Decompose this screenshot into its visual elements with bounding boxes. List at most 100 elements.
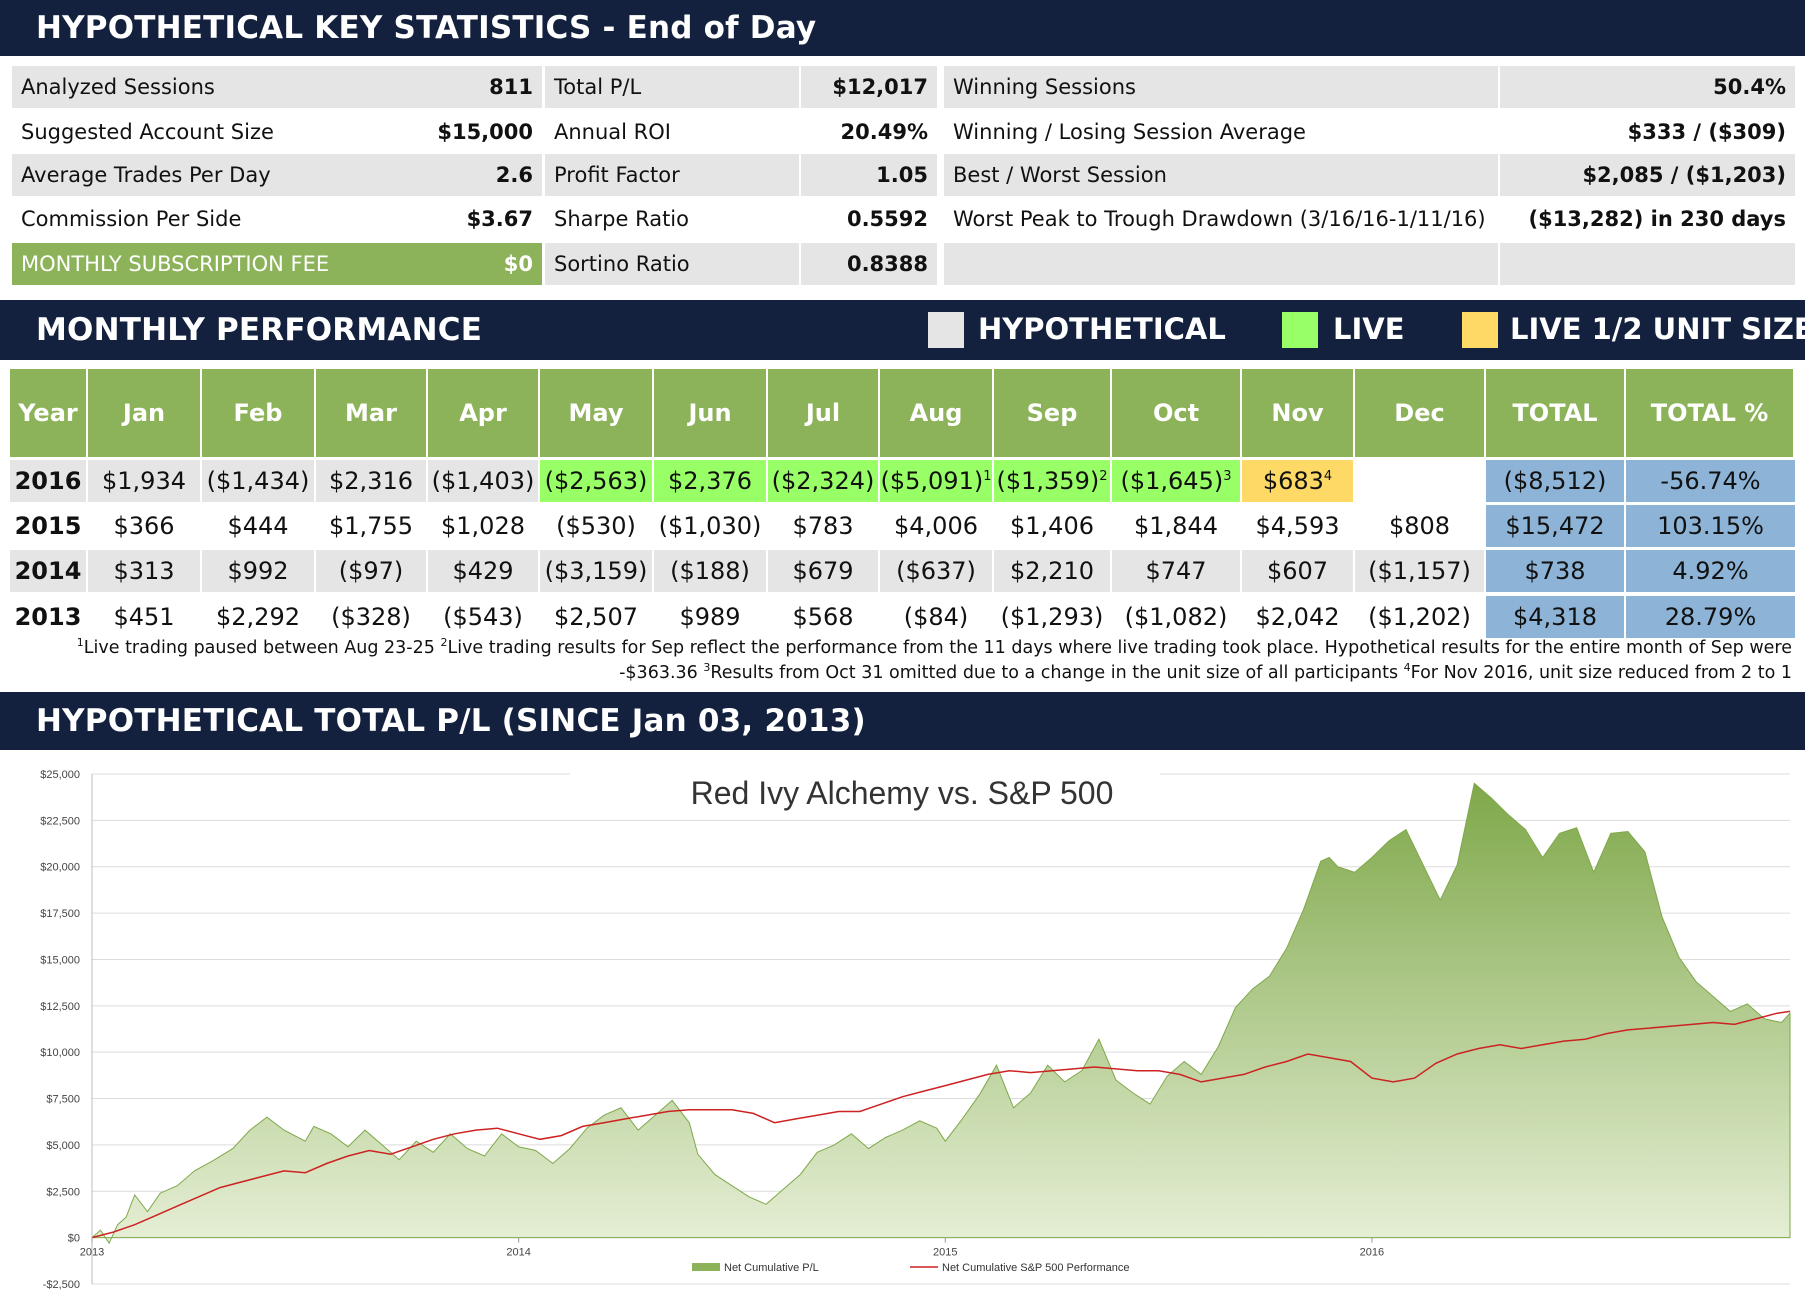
month-cell: $989 — [654, 596, 766, 638]
monthly-footnotes: 1Live trading paused between Aug 23-25 2… — [20, 636, 1792, 686]
month-cell: ($2,563) — [540, 460, 652, 502]
total-pl-chart: -$2,500 $0 $2,500 $5,000 $7,500 $10,000 $12,50… — [40, 766, 1791, 1291]
month-cell: ($1,202) — [1355, 596, 1484, 638]
footnote-marker: 3 — [1223, 469, 1232, 484]
year-total-pct: 103.15% — [1626, 505, 1795, 547]
month-cell: $2,042 — [1242, 596, 1353, 638]
y-tick-label: $20,000 — [40, 862, 80, 874]
legend-swatch-live — [1282, 312, 1318, 348]
stat-value: 2.6 — [406, 154, 542, 196]
col-header: Oct — [1112, 369, 1240, 457]
month-value: $2,376 — [668, 467, 752, 495]
footnote-marker: 2 — [1099, 469, 1108, 484]
month-value: ($530) — [556, 512, 636, 540]
series-area-net-cumulative-pl — [91, 782, 1791, 1245]
y-tick-label: $10,000 — [40, 1047, 80, 1059]
stat-value: 0.5592 — [801, 198, 937, 240]
month-value: ($328) — [331, 603, 411, 631]
footnote-text: Live trading results for Sep reflect the… — [447, 638, 1792, 683]
month-cell: $2,292 — [202, 596, 314, 638]
month-cell: ($1,403) — [428, 460, 538, 502]
month-cell: ($84) — [880, 596, 992, 638]
x-tick-label: 2013 — [80, 1247, 104, 1259]
month-cell: ($1,293) — [994, 596, 1110, 638]
stat-value: 0.8388 — [801, 243, 937, 285]
month-value: ($637) — [896, 557, 976, 585]
month-cell: $607 — [1242, 550, 1353, 592]
year-cell: 2016 — [10, 460, 86, 502]
year-total: ($8,512) — [1486, 460, 1624, 502]
month-value: $1,844 — [1134, 512, 1218, 540]
stat-value: ($13,282) in 230 days — [1500, 198, 1795, 240]
year-cell: 2015 — [10, 505, 86, 547]
month-cell: $4,593 — [1242, 505, 1353, 547]
stat-label: Sharpe Ratio — [545, 198, 799, 240]
stat-value — [1500, 243, 1795, 285]
month-value: $607 — [1266, 557, 1329, 585]
col-header: Jul — [768, 369, 878, 457]
month-value: ($1,403) — [431, 467, 535, 495]
month-value: ($1,645) — [1120, 467, 1224, 495]
footnote-text: Live trading paused between Aug 23-25 — [83, 638, 441, 658]
monthly-performance-title: MONTHLY PERFORMANCE — [36, 312, 483, 348]
year-cell: 2013 — [10, 596, 86, 638]
month-cell: ($1,157) — [1355, 550, 1484, 592]
legend-swatch-net-pl — [692, 1263, 720, 1271]
stat-value: $12,017 — [801, 66, 937, 108]
y-tick-label: $7,500 — [46, 1094, 80, 1106]
col-header: Feb — [202, 369, 314, 457]
y-tick-label: $2,500 — [46, 1186, 80, 1198]
stat-label: MONTHLY SUBSCRIPTION FEE — [12, 243, 406, 285]
month-value: $683 — [1262, 467, 1324, 495]
month-cell: $2,210 — [994, 550, 1110, 592]
total-pl-header: HYPOTHETICAL TOTAL P/L (SINCE Jan 03, 20… — [0, 692, 1805, 750]
month-cell: $568 — [768, 596, 878, 638]
month-cell: $783 — [768, 505, 878, 547]
month-cell: $2,376 — [654, 460, 766, 502]
month-cell: $2,316 — [316, 460, 426, 502]
month-value: ($1,293) — [1000, 603, 1104, 631]
col-header: TOTAL — [1486, 369, 1624, 457]
col-header: Nov — [1242, 369, 1353, 457]
month-cell: $366 — [88, 505, 200, 547]
month-value: ($543) — [443, 603, 523, 631]
footnote-marker: 4 — [1323, 469, 1333, 484]
month-value: $2,507 — [554, 603, 638, 631]
month-cell: ($1,082) — [1112, 596, 1240, 638]
month-cell: ($2,324) — [768, 460, 878, 502]
col-header: Sep — [994, 369, 1110, 457]
month-cell — [1355, 460, 1484, 502]
stat-label: Best / Worst Session — [944, 154, 1498, 196]
y-tick-label: $22,500 — [40, 815, 80, 827]
month-value: $2,210 — [1010, 557, 1094, 585]
month-cell: $1,406 — [994, 505, 1110, 547]
y-tick-label: $0 — [68, 1233, 80, 1245]
stat-value: 1.05 — [801, 154, 937, 196]
month-value: $568 — [792, 603, 854, 631]
col-header: Jun — [654, 369, 766, 457]
legend-swatch-live-half — [1462, 312, 1498, 348]
month-value: $2,042 — [1255, 603, 1340, 631]
y-tick-label: $17,500 — [40, 908, 80, 920]
legend-label-live-half: LIVE 1/2 UNIT SIZE — [1510, 312, 1805, 346]
month-value: $2,316 — [329, 467, 413, 495]
month-cell: ($637) — [880, 550, 992, 592]
month-value: ($188) — [670, 557, 750, 585]
month-value: ($2,324) — [771, 467, 875, 495]
month-cell: $6834 — [1242, 460, 1353, 502]
month-cell: ($530) — [540, 505, 652, 547]
stat-label: Worst Peak to Trough Drawdown (3/16/16-1… — [944, 198, 1498, 240]
chart-title-bg — [570, 766, 1160, 814]
footnote-text: For Nov 2016, unit size reduced from 2 t… — [1410, 663, 1792, 683]
month-cell: ($1,030) — [654, 505, 766, 547]
col-header: Year — [10, 369, 86, 457]
year-total-pct: -56.74% — [1626, 460, 1795, 502]
month-cell: ($1,434) — [202, 460, 314, 502]
key-stats-title: HYPOTHETICAL KEY STATISTICS - End of Day — [36, 10, 817, 46]
month-value: $783 — [792, 512, 854, 540]
year-total: $4,318 — [1486, 596, 1624, 638]
col-header: Apr — [428, 369, 538, 457]
month-value: $429 — [452, 557, 514, 585]
month-cell: ($1,645)3 — [1112, 460, 1240, 502]
month-value: ($1,434) — [206, 467, 310, 495]
